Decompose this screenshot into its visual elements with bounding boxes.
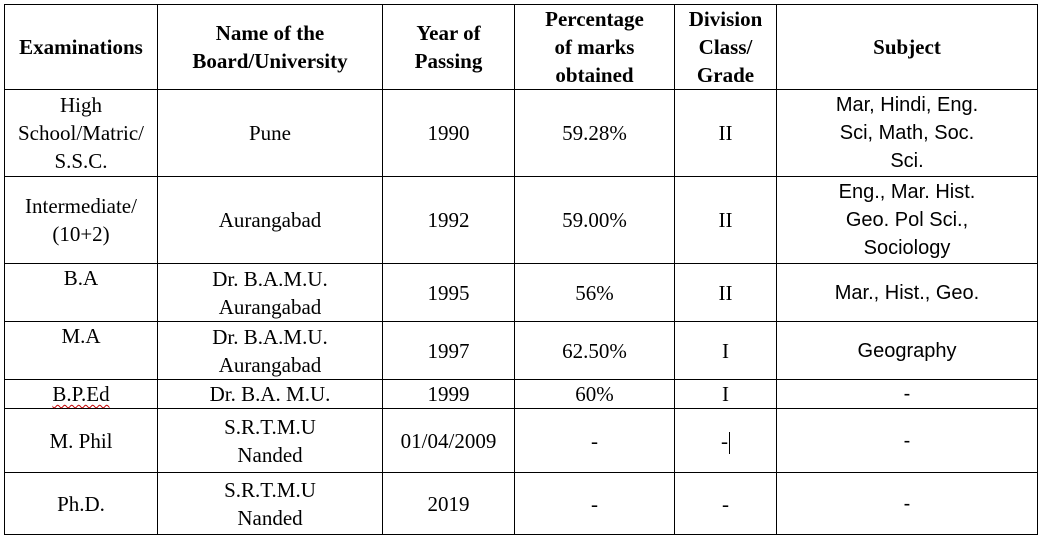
subject-cell: Mar., Hist., Geo. (776, 263, 1038, 322)
division-cell: II (674, 263, 777, 322)
table-row: M.A Dr. B.A.M.U. Aurangabad 1997 62.50% I… (4, 321, 1038, 380)
board-cell: Dr. B.A.M.U. Aurangabad (157, 321, 383, 380)
header-board-university: Name of the Board/University (157, 4, 383, 90)
percentage-cell: 62.50% (514, 321, 675, 380)
table-row: Intermediate/(10+2) Aurangabad 1992 59.0… (4, 176, 1038, 264)
division-cell[interactable]: - (674, 408, 777, 473)
subject-cell: - (776, 472, 1038, 535)
division-cell: I (674, 321, 777, 380)
qualifications-table: Examinations Name of the Board/University… (4, 4, 1038, 535)
year-cell: 1999 (382, 379, 515, 409)
exam-cell: M. Phil (4, 408, 158, 473)
header-percentage: Percentage of marks obtained (514, 4, 675, 90)
exam-cell: Intermediate/(10+2) (4, 176, 158, 264)
subject-cell: - (776, 408, 1038, 473)
header-division: Division Class/Grade (674, 4, 777, 90)
exam-cell: Ph.D. (4, 472, 158, 535)
header-examinations: Examinations (4, 4, 158, 90)
year-cell: 1997 (382, 321, 515, 380)
subject-cell: - (776, 379, 1038, 409)
percentage-cell: - (514, 472, 675, 535)
exam-cell: M.A (4, 321, 158, 380)
year-cell: 1995 (382, 263, 515, 322)
division-cell: I (674, 379, 777, 409)
division-cell: - (674, 472, 777, 535)
board-cell: S.R.T.M.U Nanded (157, 472, 383, 535)
board-cell: Aurangabad (157, 176, 383, 264)
table-row: Ph.D. S.R.T.M.U Nanded 2019 - - - (4, 472, 1038, 535)
table-row: B.A Dr. B.A.M.U. Aurangabad 1995 56% II M… (4, 263, 1038, 322)
year-cell: 1990 (382, 89, 515, 177)
subject-cell: Mar, Hindi, Eng. Sci, Math, Soc. Sci. (776, 89, 1038, 177)
percentage-cell: 59.28% (514, 89, 675, 177)
percentage-cell: - (514, 408, 675, 473)
board-cell: Pune (157, 89, 383, 177)
board-cell: Dr. B.A.M.U. Aurangabad (157, 263, 383, 322)
exam-cell: B.A (4, 263, 158, 322)
exam-cell: B.P.Ed (4, 379, 158, 409)
year-cell: 2019 (382, 472, 515, 535)
percentage-cell: 59.00% (514, 176, 675, 264)
spellcheck-underline: B.P.Ed (52, 382, 110, 406)
board-cell: S.R.T.M.U Nanded (157, 408, 383, 473)
subject-cell: Eng., Mar. Hist. Geo. Pol Sci., Sociology (776, 176, 1038, 264)
header-row: Examinations Name of the Board/University… (4, 4, 1038, 90)
year-cell: 01/04/2009 (382, 408, 515, 473)
percentage-cell: 60% (514, 379, 675, 409)
table-row: B.P.Ed Dr. B.A. M.U. 1999 60% I - (4, 379, 1038, 409)
division-cell: II (674, 89, 777, 177)
subject-cell: Geography (776, 321, 1038, 380)
header-subject: Subject (776, 4, 1038, 90)
table-row: High School/Matric/S.S.C. Pune 1990 59.28… (4, 89, 1038, 177)
header-year-of-passing: Year of Passing (382, 4, 515, 90)
board-cell: Dr. B.A. M.U. (157, 379, 383, 409)
exam-cell: High School/Matric/S.S.C. (4, 89, 158, 177)
division-cell: II (674, 176, 777, 264)
percentage-cell: 56% (514, 263, 675, 322)
table-row: M. Phil S.R.T.M.U Nanded 01/04/2009 - - - (4, 408, 1038, 473)
year-cell: 1992 (382, 176, 515, 264)
text-cursor (729, 431, 730, 454)
